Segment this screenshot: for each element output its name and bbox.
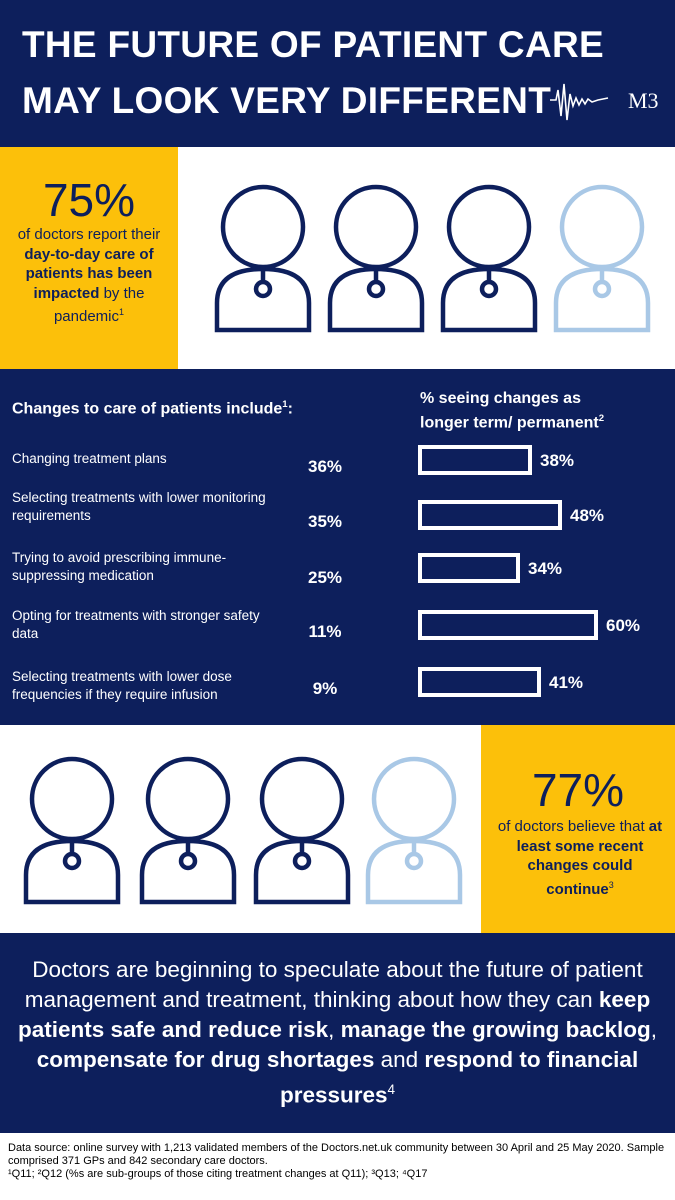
permanent-bar — [418, 553, 520, 583]
change-label: Selecting treatments with lower monitori… — [12, 490, 266, 523]
doctor-icon-light — [365, 756, 463, 905]
permanent-title: % seeing changes as longer term/ permane… — [420, 390, 605, 432]
stat-description: of doctors believe that at least some re… — [497, 818, 663, 898]
change-label: Trying to avoid prescribing immune-suppr… — [12, 550, 227, 583]
summary-text: Doctors are beginning to speculate about… — [18, 957, 657, 1108]
permanent-value: 34% — [528, 559, 563, 578]
stat-value: 77% — [531, 764, 625, 816]
title-line-2: MAY LOOK VERY DIFFERENT — [22, 80, 552, 121]
title-line-1: THE FUTURE OF PATIENT CARE — [22, 24, 604, 65]
change-percent: 9% — [312, 679, 338, 698]
doctor-icon — [139, 756, 237, 905]
stat-value: 75% — [42, 174, 136, 226]
change-percent: 11% — [308, 622, 342, 641]
header-banner: THE FUTURE OF PATIENT CARE MAY LOOK VERY… — [0, 0, 675, 147]
permanent-bar — [418, 445, 532, 475]
doctor-icon-light — [553, 184, 651, 333]
doctor-icon — [214, 184, 312, 333]
doctor-icon — [23, 756, 121, 905]
change-label: Opting for treatments with stronger safe… — [12, 608, 260, 641]
doctor-icon — [327, 184, 425, 333]
changes-panel: Changes to care of patients include1: % … — [0, 369, 675, 725]
stat-panel-75: 75% of doctors report their day-to-day c… — [0, 147, 178, 369]
permanent-value: 38% — [540, 451, 575, 470]
permanent-value: 41% — [549, 673, 584, 692]
doctor-icons-svg — [214, 184, 651, 333]
permanent-value: 60% — [606, 616, 641, 635]
permanent-value: 48% — [570, 506, 605, 525]
change-label: Selecting treatments with lower dose fre… — [12, 669, 232, 702]
change-percent: 36% — [307, 457, 343, 476]
doctor-icon — [440, 184, 538, 333]
doctor-icons-svg — [23, 756, 463, 905]
data-source-note: Data source: online survey with 1,213 va… — [8, 1142, 665, 1167]
change-percent: 25% — [307, 568, 343, 587]
summary-panel: Doctors are beginning to speculate about… — [0, 933, 675, 1133]
stat-panel-77: 77% of doctors believe that at least som… — [481, 725, 675, 933]
heartbeat-icon — [550, 83, 609, 121]
doctor-icons-row-top — [178, 147, 675, 369]
question-references: ¹Q11; ²Q12 (%s are sub-groups of those c… — [8, 1168, 428, 1180]
footer-notes: Data source: online survey with 1,213 va… — [8, 1142, 668, 1181]
change-percent: 35% — [307, 512, 343, 531]
permanent-bar — [418, 500, 562, 530]
changes-title: Changes to care of patients include1: — [12, 399, 293, 418]
logo-text: M3 — [628, 88, 659, 113]
permanent-bar — [418, 667, 541, 697]
stat-description: of doctors report their day-to-day care … — [17, 226, 161, 325]
doctor-icon — [253, 756, 351, 905]
permanent-bar — [418, 610, 598, 640]
m3-logo: M3 — [548, 78, 659, 128]
change-label: Changing treatment plans — [12, 451, 167, 466]
doctor-icons-row-bottom — [0, 725, 481, 933]
